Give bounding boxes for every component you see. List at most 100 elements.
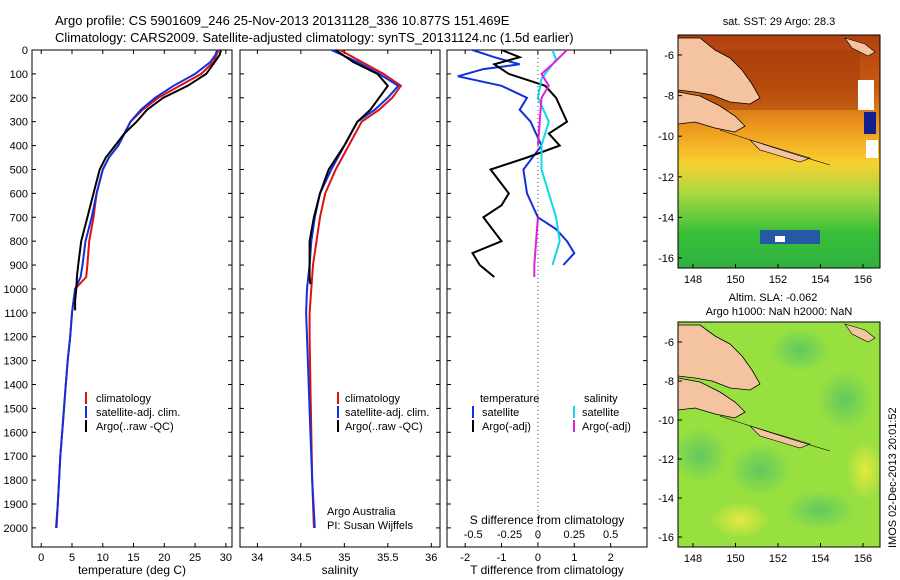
lat-tick-label: -14	[658, 493, 674, 505]
s-tick-label: 0.5	[603, 529, 618, 541]
s-tick-label: -0.25	[497, 529, 522, 541]
y-tick-label: 0	[22, 45, 28, 57]
y-tick-label: 1700	[4, 451, 28, 463]
sla-anomaly	[770, 328, 830, 372]
map-ticks: -6 -8 -10 -12 -14 -16 148 150 152 154 156 -6 -8 -10 -1…	[658, 50, 872, 565]
difference-xlabel-top: S difference from climatology	[470, 513, 625, 527]
lat-tick-label: -10	[658, 415, 674, 427]
lon-tick-label: 148	[684, 553, 702, 565]
land-island-north	[844, 323, 876, 343]
temperature-panel	[31, 49, 233, 548]
land-new-guinea-tip	[678, 377, 746, 419]
lat-tick-label: -8	[664, 376, 674, 388]
institution-label: Argo Australia	[327, 506, 396, 518]
y-tick-label: 1900	[4, 499, 28, 511]
sst-map	[678, 35, 880, 268]
sla-anomaly	[728, 444, 792, 496]
x-tick-label: 1	[571, 552, 577, 564]
x-tick-label: 36	[425, 552, 437, 564]
y-tick-label: 1600	[4, 427, 28, 439]
lon-tick-label: 152	[769, 553, 787, 565]
x-tick-label: 34	[251, 552, 263, 564]
x-tick-label: 25	[189, 552, 201, 564]
salinity-panel	[239, 49, 441, 548]
y-tick-label: 900	[10, 260, 28, 272]
series-line-argo-raw-qc-	[74, 49, 222, 311]
lon-tick-label: 150	[726, 274, 744, 286]
x-tick-label: 35	[338, 552, 350, 564]
sla-anomaly	[678, 427, 728, 483]
series-line-temperature-argo-adj-	[471, 49, 569, 278]
y-tick-label: 300	[10, 117, 28, 129]
reef-outline	[719, 129, 831, 166]
y-tick-label: 200	[10, 93, 28, 105]
y-tick-label: 1100	[4, 308, 28, 320]
lines-layer	[55, 49, 576, 528]
lat-tick-label: -16	[658, 532, 674, 544]
temperature-legend: climatology satellite-adj. clim. Argo(..…	[85, 392, 180, 433]
x-tick-label: 2	[608, 552, 614, 564]
lat-tick-label: -10	[658, 131, 674, 143]
legend-label-sal-satellite: satellite	[582, 407, 619, 419]
pi-label: PI: Susan Wijffels	[327, 520, 413, 532]
sst-data-gap	[858, 80, 874, 110]
imos-stamp: IMOS 02-Dec-2013 20:01:52	[887, 407, 899, 548]
sst-cold-patch	[760, 230, 820, 244]
sla-map-title-1: Altim. SLA: -0.062	[729, 292, 818, 304]
series-line-salinity-argo-adj-	[536, 49, 568, 146]
series-line-salinity-argo-adj-deep	[533, 217, 539, 277]
legend-title-temperature: temperature	[480, 393, 539, 405]
islands-louisiade	[749, 139, 811, 163]
legend-label-climatology: climatology	[345, 393, 401, 405]
sst-data-gap	[775, 236, 785, 242]
y-tick-label: 700	[10, 212, 28, 224]
x-tick-label: 34.5	[290, 552, 311, 564]
lon-tick-label: 148	[684, 274, 702, 286]
sst-map-frame	[677, 34, 881, 269]
lon-tick-label: 156	[854, 274, 872, 286]
y-tick-label: 1300	[4, 356, 28, 368]
land-island-north	[844, 37, 876, 57]
header-line2: Climatology: CARS2009. Satellite-adjuste…	[55, 30, 574, 45]
difference-panel	[446, 49, 648, 548]
series-line-salinity-satellite	[536, 49, 561, 266]
lon-tick-label: 154	[811, 553, 829, 565]
x-tick-label: 30	[220, 552, 232, 564]
s-tick-label: 0.25	[564, 529, 585, 541]
lat-tick-label: -6	[664, 337, 674, 349]
land-new-guinea	[678, 37, 761, 105]
legend-title-salinity: salinity	[584, 393, 618, 405]
legend-label-satellite: satellite-adj. clim.	[96, 407, 180, 419]
legend-label-argo: Argo(..raw -QC)	[345, 421, 423, 433]
lon-tick-label: 156	[854, 553, 872, 565]
x-tick-label: 5	[69, 552, 75, 564]
y-tick-label: 1000	[4, 284, 28, 296]
y-tick-label: 1200	[4, 332, 28, 344]
y-tick-label: 600	[10, 188, 28, 200]
difference-legend: temperature satellite Argo(-adj) salinit…	[472, 393, 631, 433]
salinity-legend: climatology satellite-adj. clim. Argo(..…	[337, 392, 429, 433]
sst-map-title: sat. SST: 29 Argo: 28.3	[723, 16, 836, 28]
legend-label-temp-satellite: satellite	[482, 407, 519, 419]
series-line-climatology	[308, 49, 403, 528]
y-tick-label: 2000	[4, 523, 28, 535]
reef-outline	[719, 415, 831, 452]
x-tick-label: -1	[497, 552, 507, 564]
lat-tick-label: -6	[664, 50, 674, 62]
x-tick-label: 0	[535, 552, 541, 564]
y-tick-label: 800	[10, 236, 28, 248]
x-tick-label: 15	[127, 552, 139, 564]
header-line1: Argo profile: CS 5901609_246 25-Nov-2013…	[55, 13, 510, 28]
y-tick-label: 1400	[4, 380, 28, 392]
lat-tick-label: -16	[658, 253, 674, 265]
sla-map	[678, 322, 880, 547]
series-line-temperature-satellite	[457, 49, 576, 266]
sla-anomaly	[817, 370, 873, 430]
sla-anomaly	[710, 502, 770, 538]
lon-tick-label: 152	[769, 274, 787, 286]
x-tick-label: 10	[97, 552, 109, 564]
legend-label-temp-argo: Argo(-adj)	[482, 421, 531, 433]
sla-map-frame	[677, 321, 881, 548]
x-tick-label: 35.5	[377, 552, 398, 564]
